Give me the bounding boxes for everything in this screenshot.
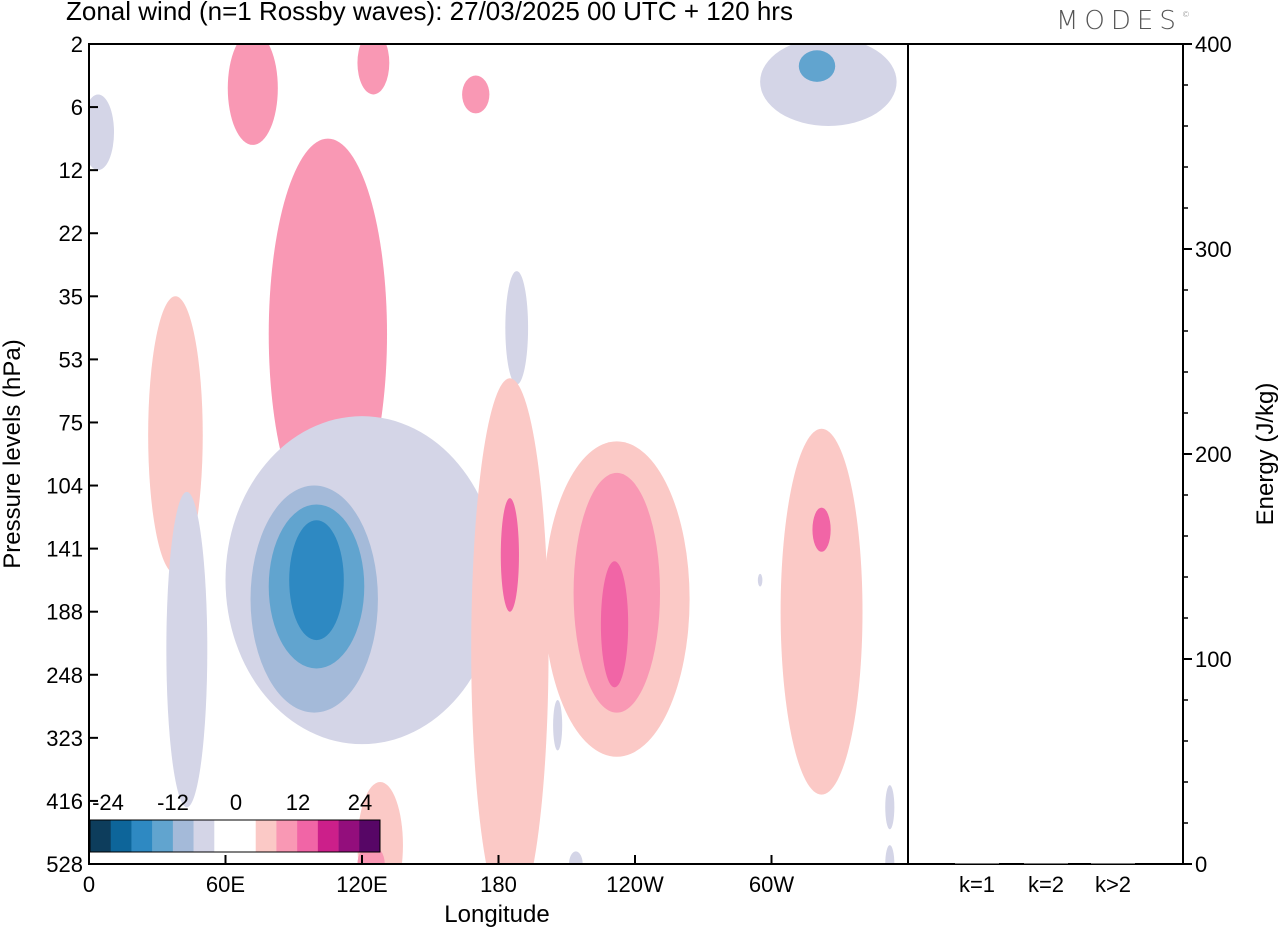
y-tick-label: 141 [46, 537, 83, 562]
energy-tick-label: 400 [1195, 32, 1232, 57]
chart-title: Zonal wind (n=1 Rossby waves): 27/03/202… [66, 0, 793, 26]
contour-region [780, 428, 863, 795]
contour-region [462, 75, 490, 114]
colorbar-tick-label: 24 [348, 790, 372, 815]
y-tick-label: 528 [46, 852, 83, 877]
colorbar-tick-label: 12 [286, 790, 310, 815]
colorbar-swatch [193, 820, 215, 852]
y-tick-label: 104 [46, 474, 83, 499]
colorbar-swatch [338, 820, 360, 852]
contour-region [885, 785, 895, 830]
energy-tick-label: 100 [1195, 647, 1232, 672]
colorbar-tick-label: -24 [92, 790, 124, 815]
energy-tick-label: 0 [1195, 852, 1207, 877]
contour-region [289, 520, 344, 641]
x-tick-label: 120W [606, 872, 664, 897]
energy-bar [1091, 863, 1135, 864]
contour-region [357, 44, 390, 95]
y-tick-label: 323 [46, 726, 83, 751]
contour-region [760, 44, 897, 126]
contour-region [553, 700, 563, 751]
energy-category-label: k=2 [1028, 872, 1064, 897]
colorbar-swatch [90, 820, 112, 852]
y-tick-label: 22 [59, 221, 83, 246]
energy-axes: 0 100 200 300 400 k=1 k=2 k>2 [955, 32, 1232, 897]
contour-region [569, 851, 583, 864]
colorbar-swatch [255, 820, 277, 852]
y-tick-label: 75 [59, 410, 83, 435]
x-tick-label: 60W [749, 872, 794, 897]
contour-region [812, 507, 831, 552]
energy-tick-label: 300 [1195, 237, 1232, 262]
colorbar-tick-label: 0 [230, 790, 242, 815]
colorbar: -24 -12 0 12 24 [89, 790, 381, 853]
y-tick-label: 6 [71, 95, 83, 120]
contour-region [471, 378, 549, 864]
x-tick-label: 180 [480, 872, 517, 897]
brand-logo: MODES© [1056, 6, 1190, 36]
x-tick-label: 120E [336, 872, 387, 897]
colorbar-swatch [131, 820, 153, 852]
brand-mark: © [1181, 10, 1190, 19]
contour-region [600, 561, 629, 688]
y-tick-label: 248 [46, 663, 83, 688]
energy-bar [955, 863, 999, 864]
energy-tick-label: 200 [1195, 442, 1232, 467]
x-tick-label: 0 [83, 872, 95, 897]
colorbar-tick-label: -12 [157, 790, 189, 815]
contour-region [885, 845, 895, 864]
colorbar-swatch [110, 820, 132, 852]
x-tick-label: 60E [206, 872, 245, 897]
contour-region [500, 498, 519, 612]
contour-region [166, 491, 208, 808]
contour-region [505, 271, 529, 385]
colorbar-swatch [276, 820, 298, 852]
x-axis-label: Longitude [444, 901, 549, 928]
colorbar-swatch [152, 820, 174, 852]
colorbar-swatch [172, 820, 194, 852]
contour-region [798, 50, 836, 82]
contour-region [227, 44, 278, 145]
energy-bar [1024, 863, 1068, 864]
y-axis-label: Pressure levels (hPa) [0, 339, 26, 568]
contour-region [757, 573, 763, 587]
y-tick-label: 188 [46, 600, 83, 625]
colorbar-swatch [297, 820, 319, 852]
colorbar-swatch [359, 820, 381, 852]
y-tick-label: 53 [59, 347, 83, 372]
brand-name: MODES [1056, 6, 1182, 36]
y-tick-label: 416 [46, 789, 83, 814]
y-tick-label: 12 [59, 158, 83, 183]
y-tick-label: 2 [71, 32, 83, 57]
colorbar-swatch [235, 820, 257, 852]
colorbar-swatch [317, 820, 339, 852]
energy-category-label: k>2 [1095, 872, 1131, 897]
y-tick-label: 35 [59, 284, 83, 309]
contour-region [89, 94, 115, 171]
energy-axis-label: Energy (J/kg) [1252, 383, 1279, 526]
contour-field [89, 44, 897, 864]
energy-category-label: k=1 [959, 872, 995, 897]
colorbar-swatch [214, 820, 236, 852]
